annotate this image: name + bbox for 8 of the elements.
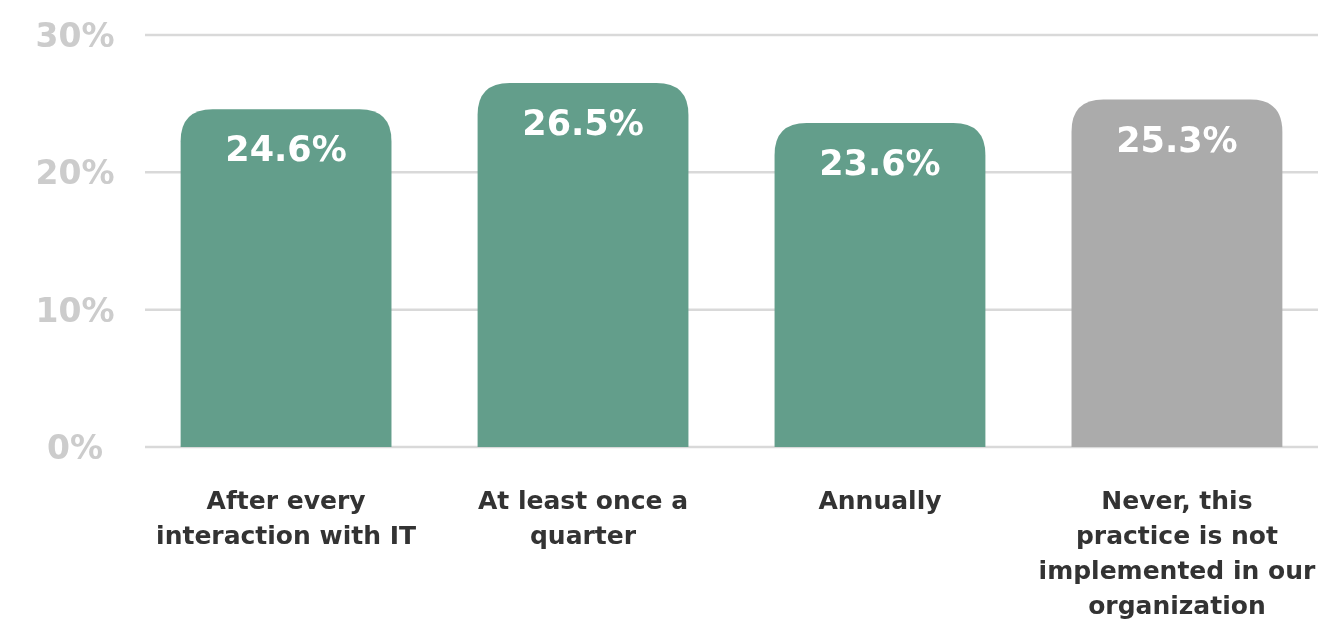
- data-label: 24.6%: [225, 129, 347, 170]
- data-label: 26.5%: [522, 103, 644, 144]
- x-tick-label: Never, this practice is not implemented in our organization: [1038, 486, 1316, 620]
- data-label: 23.6%: [819, 142, 941, 183]
- data-label: 25.3%: [1116, 119, 1238, 160]
- x-tick-label: At least once a quarter: [477, 486, 689, 550]
- x-tick-label: Annually: [818, 486, 942, 515]
- x-tick-label: After every interaction with IT: [156, 486, 417, 550]
